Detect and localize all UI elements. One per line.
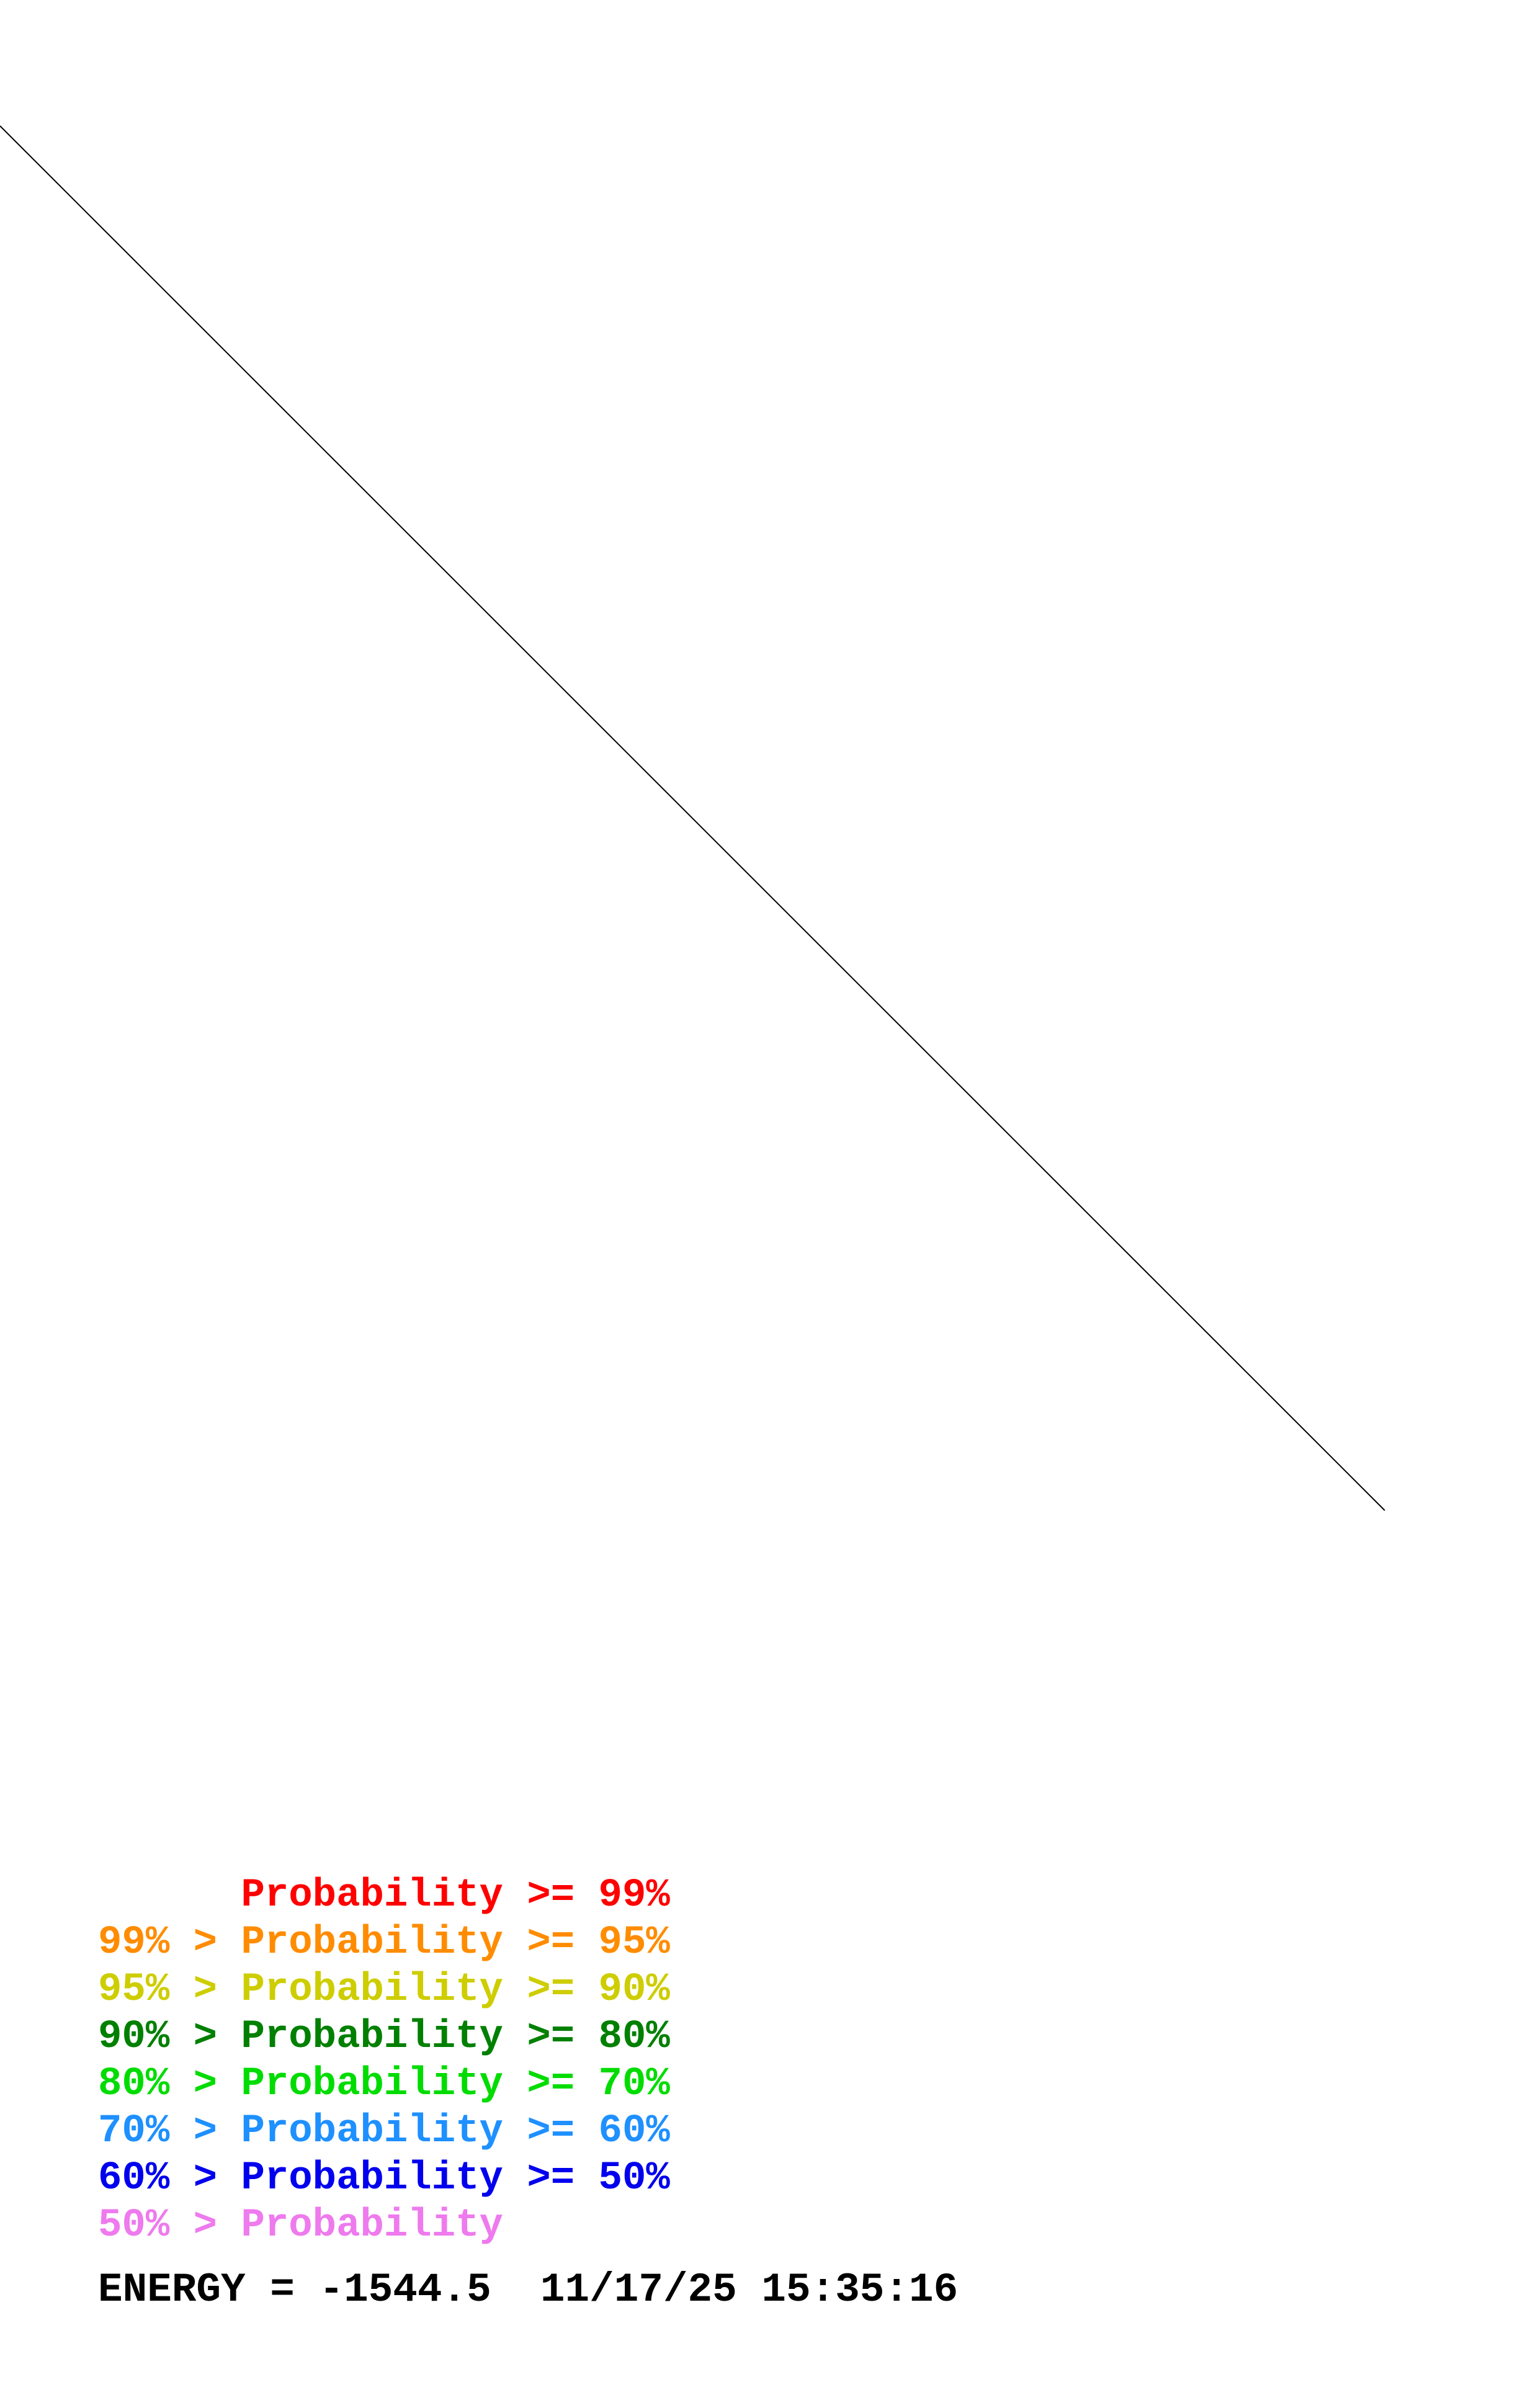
energy-annotation: ENERGY = -1544.5 11/17/25 15:35:16	[98, 2267, 959, 2313]
legend-entry: Probability >= 99%	[98, 1873, 670, 1918]
legend-entry: 50% > Probability	[98, 2203, 503, 2248]
legend-entry: 80% > Probability >= 70%	[98, 2062, 670, 2107]
probability-legend: Probability >= 99% 99% > Probability >= 9…	[98, 1731, 958, 2408]
dotplot-canvas	[0, 125, 1385, 1511]
dotplot-page: Probability >= 99% 99% > Probability >= 9…	[0, 125, 1385, 2313]
dotplot-diagonal-line	[0, 125, 1385, 1511]
legend-entry: 99% > Probability >= 95%	[98, 1920, 670, 1965]
legend-entry: 95% > Probability >= 90%	[98, 1968, 670, 2012]
legend-entry: 70% > Probability >= 60%	[98, 2109, 670, 2154]
legend-entry: 90% > Probability >= 80%	[98, 2015, 670, 2059]
legend-entry: 60% > Probability >= 50%	[98, 2156, 670, 2201]
